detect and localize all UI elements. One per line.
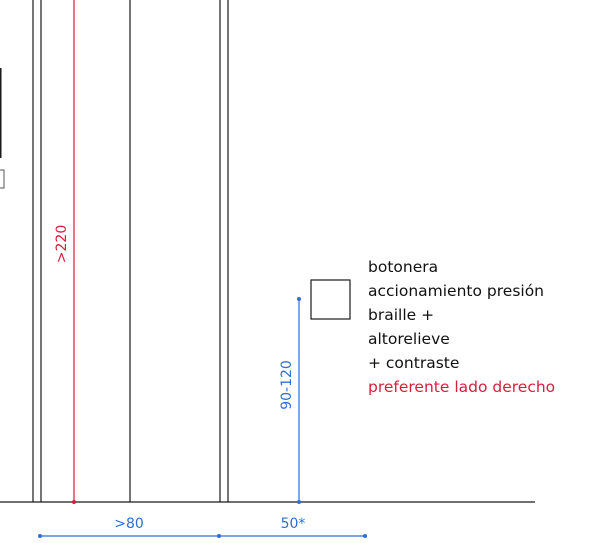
button-height-label: 90-120 (279, 360, 295, 410)
note-line-3: braille + (368, 306, 435, 324)
note-line-1: botonera (368, 258, 439, 276)
control-panel-box (310, 279, 351, 320)
note-line-2: accionamiento presión (368, 282, 545, 300)
side-offset-label: 50* (281, 516, 306, 532)
note-line-4: altorelieve (368, 330, 450, 348)
control-panel-note: botonera accionamiento presión braille +… (368, 255, 555, 399)
height-dimension-label: >220 (54, 225, 70, 263)
button-height-top-dot (297, 297, 301, 301)
width-dimension-mid-dot (217, 534, 221, 538)
button-height-bottom-dot (297, 500, 301, 504)
note-line-5: + contraste (368, 354, 460, 372)
note-highlight: preferente lado derecho (368, 378, 556, 396)
width-dimension-start-dot (38, 534, 42, 538)
width-dimension-end-dot (363, 534, 367, 538)
door-width-label: >80 (114, 516, 144, 532)
left-edge-switch (0, 169, 5, 189)
height-dimension-dot (72, 500, 76, 504)
